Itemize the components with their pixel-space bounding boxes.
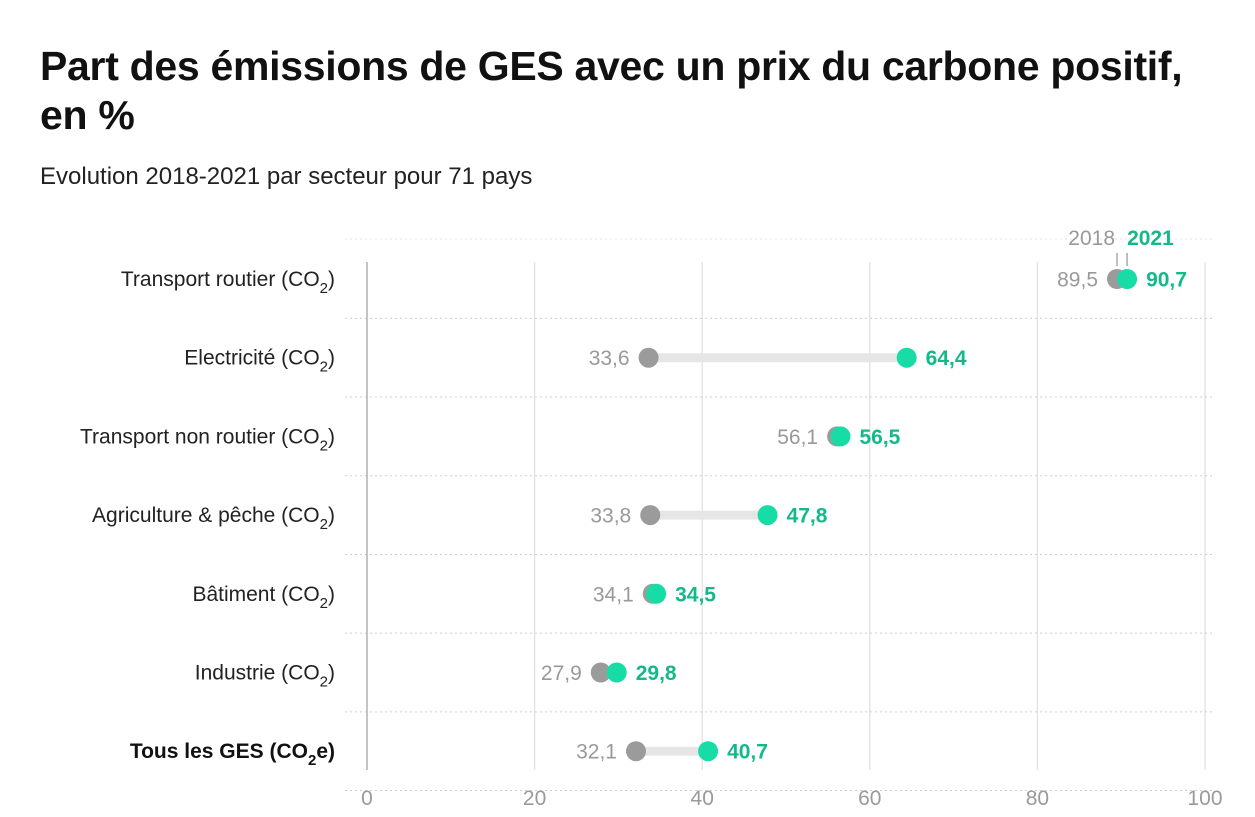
dot-2021 [1117,269,1138,289]
value-label-2021: 29,8 [636,662,677,685]
dot-2021 [698,741,719,762]
dot-2021 [646,583,667,604]
value-label-2021: 34,5 [675,583,716,606]
value-label-2018: 56,1 [777,426,818,449]
x-tick-label: 100 [1187,787,1222,810]
value-label-2018: 27,9 [541,662,582,685]
legend-label-2021: 2021 [1127,227,1174,250]
legend-label-2018: 2018 [1068,227,1115,250]
x-tick-label: 60 [858,787,881,810]
value-label-2021: 56,5 [859,426,900,449]
dot-2018 [640,505,661,526]
category-label: Transport non routier (CO2) [80,425,335,454]
category-label: Electricité (CO2) [184,347,335,376]
dot-2018 [638,347,659,368]
x-tick-label: 80 [1026,787,1049,810]
value-label-2018: 33,8 [590,505,631,528]
category-label: Industrie (CO2) [195,662,335,691]
value-label-2021: 40,7 [727,741,768,764]
category-label: Tous les GES (CO2e) [130,740,335,769]
legend-layer: 2018 2021 [1068,227,1174,266]
grid-layer [345,238,1215,792]
chart-title: Part des émissions de GES avec un prix d… [40,43,1183,138]
dot-2021 [757,505,778,526]
label-layer: Transport routier (CO2) 89,5 90,7 Electrici… [80,268,1187,769]
value-label-2018: 33,6 [589,347,630,370]
dot-layer [590,269,1138,762]
dot-2021 [606,662,627,683]
dot-2021 [896,347,917,368]
category-label: Agriculture & pêche (CO2) [92,504,335,533]
dot-2021 [830,426,851,447]
category-label: Bâtiment (CO2) [192,583,335,612]
connector-layer [600,274,1128,756]
value-label-2021: 64,4 [926,347,967,370]
value-label-2018: 89,5 [1057,269,1098,292]
x-tick-label: 0 [361,787,373,810]
value-label-2018: 32,1 [576,741,617,764]
dot-2018 [625,741,646,762]
axis-layer: 0 20 40 60 80 100 [361,262,1223,810]
value-label-2021: 47,8 [787,505,828,528]
dot-2018 [590,662,611,683]
chart-subtitle: Evolution 2018-2021 par secteur pour 71 … [40,163,533,190]
x-tick-label: 20 [523,787,546,810]
category-label: Transport routier (CO2) [121,268,335,297]
value-label-2021: 90,7 [1146,269,1187,292]
x-tick-label: 40 [691,787,714,810]
value-label-2018: 34,1 [593,583,634,606]
